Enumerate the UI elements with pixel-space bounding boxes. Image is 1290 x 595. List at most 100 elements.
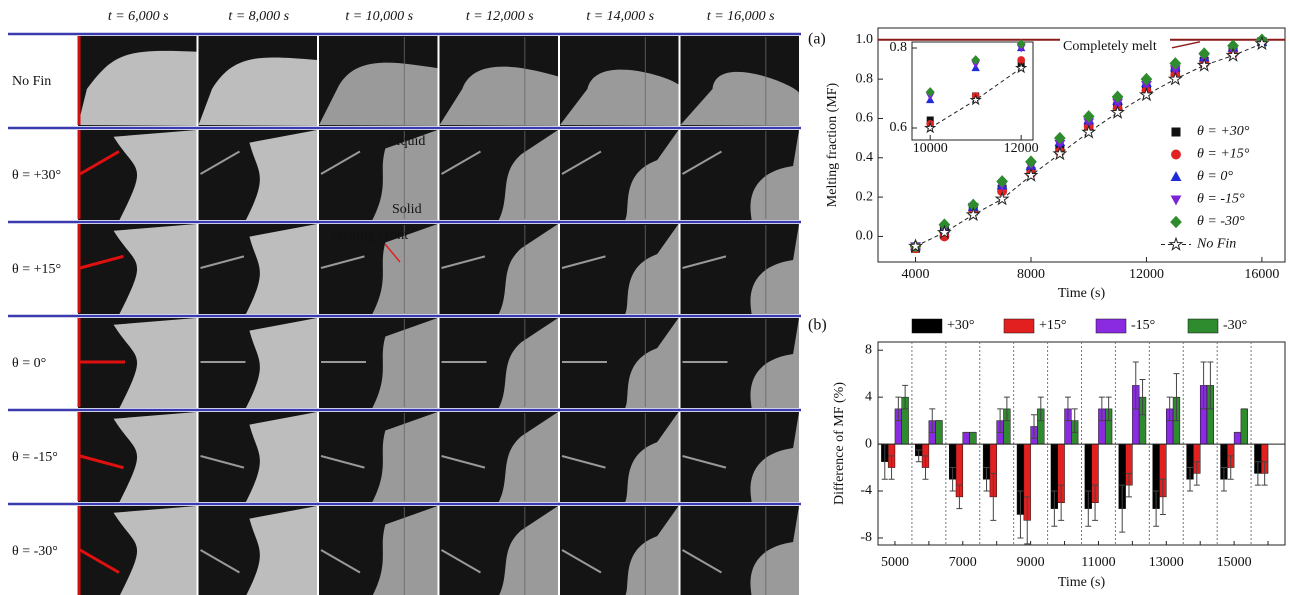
error-bar xyxy=(1193,461,1200,486)
row-label: θ = -30° xyxy=(12,544,58,559)
y-tick-label: -8 xyxy=(860,530,872,545)
legend-label: -30° xyxy=(1223,318,1247,333)
bar xyxy=(1240,408,1248,445)
marker xyxy=(1017,56,1026,64)
solid-region xyxy=(625,506,679,595)
marker xyxy=(1169,65,1181,76)
x-tick-label: 5000 xyxy=(881,555,909,570)
marker xyxy=(1198,47,1211,60)
legend-swatch xyxy=(1187,318,1219,334)
legend-label: -15° xyxy=(1131,318,1155,333)
row-label: θ = -15° xyxy=(12,450,58,465)
solid-region xyxy=(319,62,438,126)
error-bar xyxy=(949,467,956,492)
marker xyxy=(1254,35,1270,51)
fin xyxy=(200,255,245,269)
column-header: t = 8,000 s xyxy=(228,9,289,24)
legend-swatch xyxy=(911,318,943,334)
error-bar xyxy=(1051,490,1058,527)
error-bar xyxy=(922,455,929,480)
marker xyxy=(1016,39,1026,49)
row-label-cell xyxy=(8,223,78,315)
solid-region xyxy=(245,130,317,220)
error-bar xyxy=(1132,361,1139,410)
error-bar xyxy=(1119,484,1126,533)
solid-region xyxy=(750,130,799,220)
fin xyxy=(440,549,481,574)
legend-label: +30° xyxy=(947,318,975,333)
marker xyxy=(1140,72,1153,86)
fin xyxy=(440,150,481,175)
solid-region xyxy=(625,130,679,220)
error-bar xyxy=(1207,361,1214,410)
bar xyxy=(969,432,977,445)
solid-region xyxy=(750,412,799,502)
y-axis-title: Melting fraction (MF) xyxy=(825,82,840,207)
fin xyxy=(441,255,486,269)
y-tick-label: 8 xyxy=(865,342,872,357)
x-tick-label: 8000 xyxy=(1017,267,1045,282)
error-bar xyxy=(1071,408,1078,433)
marker xyxy=(1111,90,1124,104)
fin xyxy=(200,455,245,469)
fin xyxy=(320,455,365,469)
y-tick-label: 4 xyxy=(865,389,872,404)
row-label: θ = +30° xyxy=(12,168,61,183)
x-tick-label: 12000 xyxy=(1129,267,1164,282)
marker xyxy=(1110,104,1126,119)
marker xyxy=(967,198,980,212)
marker xyxy=(1171,149,1181,160)
fin xyxy=(561,255,606,269)
marker xyxy=(1170,195,1182,206)
fin xyxy=(681,150,722,175)
fin xyxy=(561,455,606,469)
legend-label: θ = -30° xyxy=(1197,214,1245,229)
fin xyxy=(682,455,727,469)
error-bar xyxy=(1003,396,1010,422)
solid-region xyxy=(625,318,679,408)
legend-label: θ = +15° xyxy=(1197,147,1250,162)
series-line xyxy=(929,67,1022,129)
error-bar xyxy=(1105,396,1112,422)
reference-arrow xyxy=(1171,41,1201,49)
marker xyxy=(1171,127,1181,137)
column-header: t = 12,000 s xyxy=(466,9,534,24)
y-tick-label: 0.6 xyxy=(856,111,874,126)
solid-region xyxy=(560,69,679,126)
error-bar xyxy=(1220,467,1227,492)
fin xyxy=(79,254,124,270)
error-bar xyxy=(1024,496,1031,545)
solid-region xyxy=(498,224,558,314)
x-tick-label: 16000 xyxy=(1244,267,1279,282)
marker xyxy=(1023,167,1039,182)
error-bar xyxy=(1058,484,1065,521)
error-bar xyxy=(1187,467,1194,492)
solid-region xyxy=(113,412,197,502)
marker xyxy=(1196,57,1212,72)
bar xyxy=(935,420,943,445)
error-bar xyxy=(915,449,922,463)
solid-region xyxy=(372,412,438,502)
marker xyxy=(965,206,981,222)
solid-region xyxy=(680,71,799,126)
marker xyxy=(938,218,951,231)
annotation: Melting Front xyxy=(330,228,408,243)
marker xyxy=(1167,71,1183,86)
error-bar xyxy=(1227,455,1234,480)
error-bar xyxy=(983,467,990,492)
x-tick-label: 12000 xyxy=(1004,141,1039,156)
reference-label-bg xyxy=(1060,37,1170,54)
solid-region xyxy=(245,224,317,314)
error-bar xyxy=(1031,414,1038,439)
y-tick-label: 0.6 xyxy=(890,120,908,135)
error-bar xyxy=(1261,461,1268,486)
error-bar xyxy=(956,484,963,510)
x-tick-label: 9000 xyxy=(1017,555,1045,570)
x-tick-label: 10000 xyxy=(913,141,948,156)
x-tick-label: 13000 xyxy=(1149,555,1184,570)
fin xyxy=(320,150,361,175)
marker xyxy=(1081,124,1097,139)
marker xyxy=(996,175,1008,188)
marker xyxy=(908,238,923,253)
row-label: No Fin xyxy=(12,74,51,89)
